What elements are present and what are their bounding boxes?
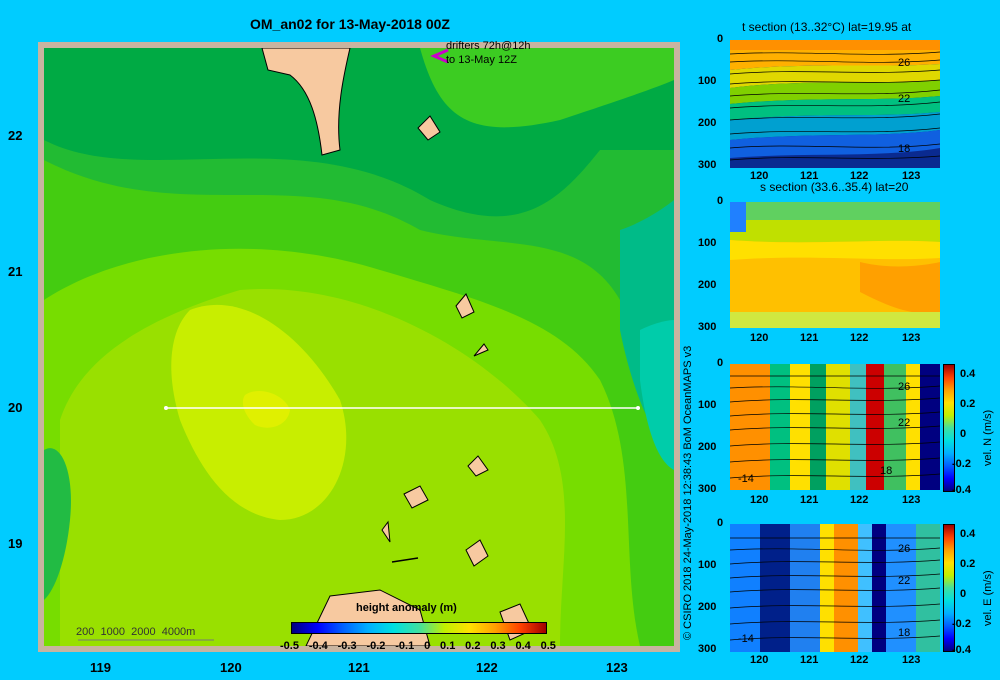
svg-text:22: 22: [898, 417, 910, 429]
depth-legend: 200 1000 2000 4000m: [76, 626, 196, 638]
drifters-label-2: to 13-May 12Z: [446, 54, 517, 66]
panel-y-tick: 200: [698, 279, 717, 291]
island: [465, 539, 489, 567]
panel-x-tick: 120: [750, 332, 769, 344]
panel-x-tick: 121: [800, 332, 819, 344]
height-anomaly-field: [44, 48, 674, 646]
panel-y-tick: 0: [717, 195, 724, 207]
vel-e-label: vel. E (m/s): [982, 570, 994, 626]
map-x-tick: 122: [476, 660, 498, 675]
panel-y-tick: 200: [698, 117, 717, 129]
panel-y-tick: 0: [717, 33, 724, 45]
vel-n-label: vel. N (m/s): [982, 409, 994, 466]
svg-text:18: 18: [880, 465, 892, 477]
vel-e-panel: 26 22 18 -14: [730, 524, 940, 652]
cb-tick: -0.2: [952, 458, 971, 470]
map-y-tick: 22: [8, 128, 23, 143]
island: [381, 520, 391, 543]
map-x-tick: 123: [606, 660, 628, 675]
island: [455, 293, 475, 319]
panel-x-tick: 120: [750, 494, 769, 506]
cb-tick: -0.4: [952, 484, 971, 496]
contour-label: 18: [898, 143, 910, 155]
panel-y-tick: 300: [698, 159, 717, 171]
cb-tick: -0.2: [952, 618, 971, 630]
cb-tick: 0.4: [960, 368, 976, 380]
island: [403, 485, 429, 509]
svg-text:22: 22: [898, 575, 910, 587]
panel-x-tick: 121: [800, 654, 819, 666]
map-y-tick: 19: [8, 536, 23, 551]
panel-y-tick: 0: [717, 357, 724, 369]
svg-text:18: 18: [898, 627, 910, 639]
panel-x-tick: 123: [902, 170, 921, 182]
panel-x-tick: 120: [750, 170, 769, 182]
panel-y-tick: 300: [698, 483, 717, 495]
panel-y-tick: 0: [717, 517, 724, 529]
drifters-label-1: drifters 72h@12h: [446, 40, 531, 52]
colorbar-ticks: -0.5 -0.4 -0.3 -0.2 -0.1 0 0.1 0.2 0.3 0.4 0.5: [280, 640, 556, 652]
drifter-marker: [430, 48, 449, 64]
svg-text:-14: -14: [738, 473, 754, 485]
svg-text:26: 26: [898, 381, 910, 393]
main-map: [38, 42, 680, 652]
t-section-panel: 26 22 18: [730, 40, 940, 168]
map-y-tick: 20: [8, 400, 23, 415]
panel-y-tick: 300: [698, 643, 717, 655]
colorbar: [291, 622, 547, 634]
panel-y-tick: 300: [698, 321, 717, 333]
panel-x-tick: 120: [750, 654, 769, 666]
vel-e-colorbar: [943, 524, 955, 652]
panel-x-tick: 122: [850, 494, 869, 506]
island: [467, 455, 489, 477]
cb-tick: 0: [960, 588, 967, 600]
panel-x-tick: 121: [800, 494, 819, 506]
panel-title: t section (13..32°C) lat=19.95 at: [742, 20, 912, 34]
contour-label: 26: [898, 57, 910, 69]
land-mass: [261, 48, 351, 156]
panel-x-tick: 122: [850, 170, 869, 182]
cb-tick: -0.4: [952, 644, 971, 656]
cb-tick: 0.2: [960, 558, 976, 570]
panel-y-tick: 100: [698, 399, 717, 411]
map-x-tick: 120: [220, 660, 242, 675]
panel-y-tick: 200: [698, 601, 717, 613]
island: [417, 115, 441, 141]
panel-y-tick: 100: [698, 559, 717, 571]
panel-x-tick: 123: [902, 654, 921, 666]
panel-y-tick: 100: [698, 237, 717, 249]
map-title: OM_an02 for 13-May-2018 00Z: [250, 16, 450, 32]
panel-x-tick: 122: [850, 654, 869, 666]
panel-x-tick: 121: [800, 170, 819, 182]
colorbar-title: height anomaly (m): [356, 602, 457, 614]
cb-tick: 0.4: [960, 528, 976, 540]
map-x-tick: 121: [348, 660, 370, 675]
svg-text:-14: -14: [738, 633, 754, 645]
island: [473, 343, 489, 357]
svg-text:26: 26: [898, 543, 910, 555]
cb-tick: 0: [960, 428, 967, 440]
panel-y-tick: 100: [698, 75, 717, 87]
contour-label: 22: [898, 93, 910, 105]
map-y-tick: 21: [8, 264, 23, 279]
panel-y-tick: 200: [698, 441, 717, 453]
vel-n-panel: 26 22 18 -14: [730, 364, 940, 490]
map-x-tick: 119: [90, 660, 111, 675]
panel-x-tick: 123: [902, 332, 921, 344]
s-section-panel: [730, 202, 940, 328]
vel-n-colorbar: [943, 364, 955, 492]
panel-x-tick: 123: [902, 494, 921, 506]
panel-title: s section (33.6..35.4) lat=20: [760, 180, 909, 194]
panel-x-tick: 122: [850, 332, 869, 344]
cb-tick: 0.2: [960, 398, 976, 410]
credit-text: © CSIRO 2018 24-May-2018 12:38:43 BoM Oc…: [682, 345, 694, 640]
